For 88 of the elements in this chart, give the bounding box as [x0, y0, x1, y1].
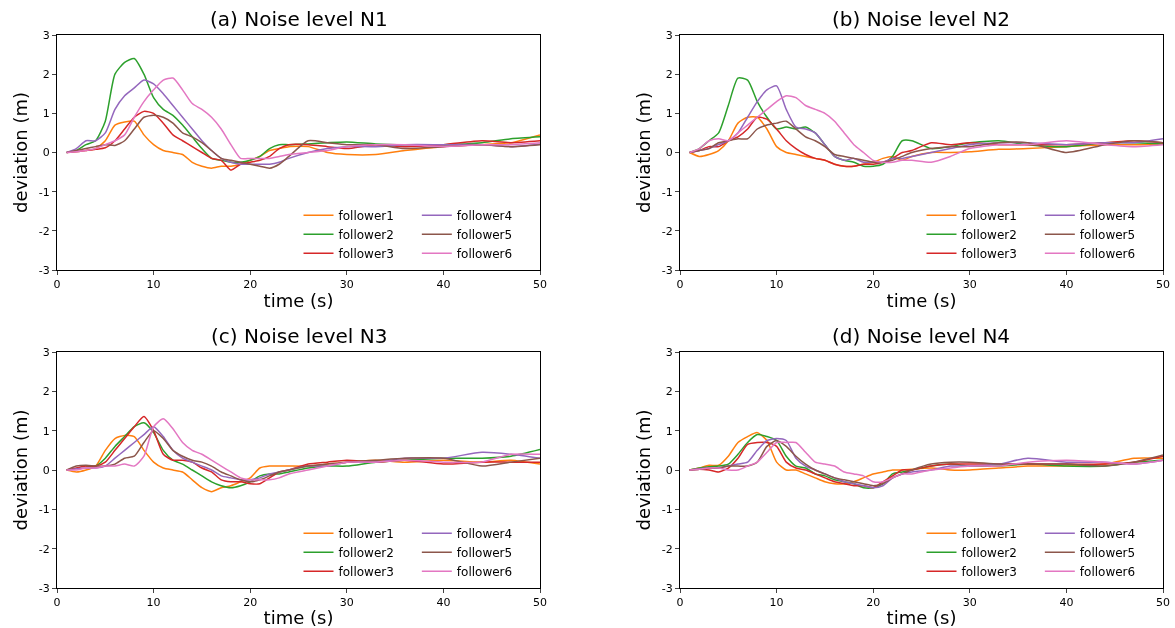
y-tick-label: 0 [665, 146, 673, 160]
legend-label: follower5 [456, 545, 513, 560]
x-tick-label: 0 [53, 278, 61, 292]
x-tick-label: 0 [676, 278, 684, 292]
y-tick-label: -2 [38, 224, 50, 238]
x-tick-label: 20 [243, 278, 258, 292]
y-tick-label: -3 [661, 263, 673, 277]
chart-title: (d) Noise level N4 [832, 324, 1011, 348]
legend-label: follower2 [338, 227, 394, 242]
y-tick-label: -1 [38, 503, 50, 517]
x-tick-label: 30 [339, 596, 354, 610]
x-tick-label: 40 [436, 278, 451, 292]
x-tick-label: 40 [1059, 596, 1074, 610]
chart-title: (a) Noise level N1 [210, 7, 388, 31]
legend-label: follower3 [961, 246, 1017, 261]
x-axis-title: time (s) [886, 290, 957, 312]
x-tick-label: 30 [962, 596, 977, 610]
y-tick-label: -3 [661, 581, 673, 595]
y-tick-label: 0 [665, 463, 673, 477]
legend-label: follower4 [456, 526, 513, 541]
x-tick-label: 20 [866, 596, 881, 610]
y-tick-label: -2 [38, 542, 50, 556]
y-tick-label: 2 [42, 385, 50, 399]
legend-label: follower2 [961, 545, 1017, 560]
legend-label: follower3 [338, 564, 394, 579]
y-tick-label: 2 [665, 68, 673, 82]
y-tick-label: -1 [661, 503, 673, 517]
x-tick-label: 10 [769, 278, 784, 292]
y-tick-label: -1 [661, 185, 673, 199]
y-tick-label: 3 [42, 28, 50, 42]
x-tick-label: 10 [769, 596, 784, 610]
y-tick-label: 3 [665, 345, 673, 359]
y-tick-label: -1 [38, 185, 50, 199]
legend-label: follower5 [1079, 545, 1136, 560]
x-tick-label: 0 [676, 596, 684, 610]
legend-label: follower2 [338, 545, 394, 560]
legend-label: follower1 [961, 208, 1017, 223]
y-tick-label: 2 [42, 68, 50, 82]
y-tick-label: -3 [38, 581, 50, 595]
x-axis-title: time (s) [886, 607, 957, 628]
y-tick-label: -2 [661, 542, 673, 556]
x-tick-label: 10 [146, 596, 161, 610]
legend-label: follower6 [456, 564, 513, 579]
x-tick-label: 40 [436, 596, 451, 610]
legend-label: follower6 [456, 246, 513, 261]
y-tick-label: -2 [661, 224, 673, 238]
y-tick-label: 1 [42, 107, 50, 121]
legend-label: follower1 [961, 526, 1017, 541]
y-tick-label: 0 [42, 146, 50, 160]
x-tick-label: 0 [53, 596, 61, 610]
x-tick-label: 50 [533, 596, 547, 610]
legend-label: follower1 [338, 526, 394, 541]
y-axis-title: deviation (m) [10, 409, 32, 531]
y-tick-label: 1 [42, 424, 50, 438]
legend-label: follower6 [1079, 246, 1136, 261]
legend-label: follower4 [1079, 526, 1136, 541]
x-tick-label: 10 [146, 278, 161, 292]
chart-title: (b) Noise level N2 [832, 7, 1011, 31]
legend-label: follower6 [1079, 564, 1136, 579]
x-tick-label: 50 [1156, 596, 1170, 610]
x-tick-label: 50 [1156, 278, 1170, 292]
y-tick-label: 1 [665, 107, 673, 121]
y-axis-title: deviation (m) [10, 92, 32, 213]
legend-label: follower3 [961, 564, 1017, 579]
legend-label: follower3 [338, 246, 394, 261]
y-tick-label: 3 [42, 345, 50, 359]
x-tick-label: 20 [866, 278, 881, 292]
x-tick-label: 30 [962, 278, 977, 292]
legend-label: follower5 [1079, 227, 1136, 242]
x-tick-label: 50 [533, 278, 547, 292]
y-tick-label: 3 [665, 28, 673, 42]
x-tick-label: 40 [1059, 278, 1074, 292]
y-tick-label: 2 [665, 385, 673, 399]
legend-label: follower5 [456, 227, 513, 242]
legend-label: follower2 [961, 227, 1017, 242]
y-tick-label: 1 [665, 424, 673, 438]
legend-label: follower1 [338, 208, 394, 223]
y-tick-label: 0 [42, 463, 50, 477]
y-tick-label: -3 [38, 263, 50, 277]
y-axis-title: deviation (m) [633, 409, 655, 531]
legend-label: follower4 [456, 208, 513, 223]
y-axis-title: deviation (m) [633, 92, 655, 213]
x-axis-title: time (s) [263, 290, 334, 312]
x-tick-label: 30 [339, 278, 354, 292]
chart-title: (c) Noise level N3 [211, 324, 388, 348]
x-axis-title: time (s) [263, 607, 334, 628]
legend-label: follower4 [1079, 208, 1136, 223]
x-tick-label: 20 [243, 596, 258, 610]
